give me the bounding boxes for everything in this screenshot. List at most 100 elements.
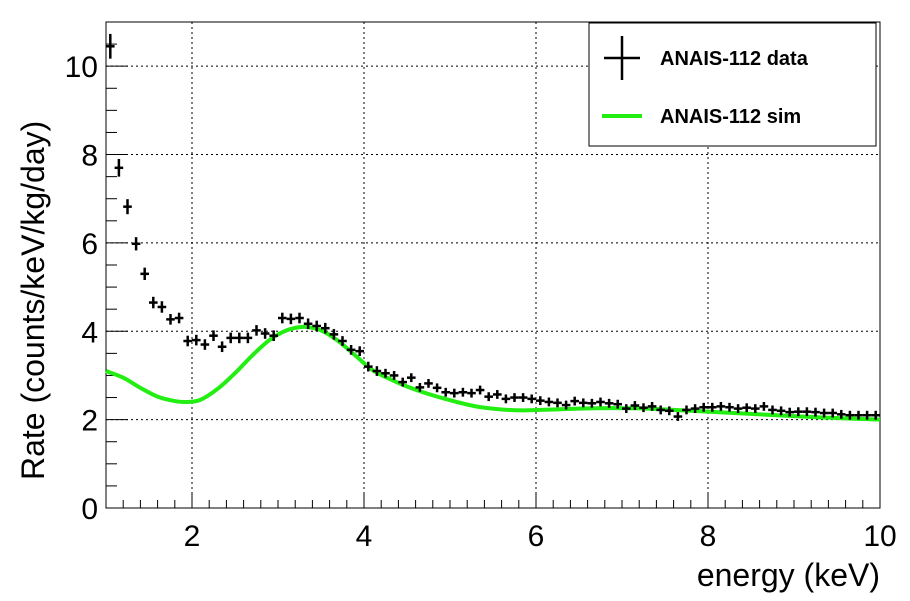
data-point [776, 406, 786, 416]
data-point [819, 408, 829, 418]
data-point [733, 404, 743, 414]
data-point [785, 407, 794, 417]
y-tick-label: 2 [81, 405, 98, 438]
data-point [794, 407, 803, 417]
data-point [493, 390, 502, 399]
legend-box [588, 22, 877, 147]
data-point [742, 403, 751, 413]
x-tick-label: 4 [356, 520, 373, 553]
data-point [768, 405, 777, 415]
data-point [329, 329, 339, 340]
data-point [114, 158, 124, 177]
data-point [295, 312, 304, 324]
data-point [596, 397, 605, 407]
data-point [828, 408, 837, 418]
data-point [140, 267, 149, 281]
data-point [811, 407, 820, 417]
y-tick-label: 6 [81, 228, 98, 261]
data-point [501, 394, 511, 404]
data-point [862, 410, 872, 420]
data-point [510, 393, 519, 402]
x-tick-label: 6 [528, 520, 545, 553]
data-point [759, 401, 769, 411]
data-point [441, 387, 450, 397]
data-point [665, 406, 674, 416]
data-point [622, 404, 631, 414]
data-point [553, 398, 562, 408]
x-tick-label: 10 [863, 520, 896, 553]
data-point [286, 313, 296, 325]
data-point [802, 407, 812, 417]
data-point [278, 312, 287, 324]
x-axis-title: energy (keV) [697, 557, 880, 593]
data-point [579, 398, 588, 408]
data-point [630, 401, 640, 410]
data-point [656, 405, 665, 415]
data-point [174, 312, 184, 324]
data-point [458, 387, 468, 397]
data-point [157, 301, 167, 313]
data-point [381, 368, 390, 378]
data-point [166, 314, 175, 325]
data-point [751, 404, 760, 414]
data-point [432, 383, 442, 393]
data-point [123, 199, 132, 215]
data-point [647, 401, 657, 411]
data-point [235, 332, 244, 344]
data-point [415, 382, 425, 392]
data-point [467, 388, 476, 398]
y-tick-label: 0 [81, 493, 98, 526]
y-tick-label: 4 [81, 316, 98, 349]
data-point [131, 237, 141, 251]
y-tick-label: 8 [81, 140, 98, 173]
data-point [355, 346, 364, 357]
data-point [149, 296, 158, 309]
data-point [364, 361, 373, 372]
data-point [544, 397, 554, 407]
data-point [475, 385, 485, 395]
data-point [407, 373, 416, 383]
data-point [561, 400, 571, 410]
y-axis-title: Rate (counts/keV/kg/day) [15, 121, 51, 480]
axes [105, 21, 881, 509]
data-point [200, 339, 210, 350]
data-point [389, 371, 399, 380]
data-point [226, 332, 235, 344]
data-point [192, 334, 201, 346]
data-point [398, 377, 407, 387]
data-point [321, 322, 330, 334]
data-point [260, 328, 270, 339]
data-point [312, 320, 321, 332]
x-tick-label: 8 [700, 520, 717, 553]
data-point [845, 410, 855, 420]
data-point [518, 393, 528, 402]
data-point [837, 409, 846, 419]
legend-sim-label: ANAIS-112 sim [660, 106, 801, 128]
data-point [527, 394, 536, 404]
data-point [338, 336, 347, 346]
data-point [424, 378, 433, 388]
data-point [854, 410, 863, 420]
data-point [690, 404, 700, 414]
data-point [243, 332, 253, 344]
data-point [587, 398, 597, 408]
data-point [673, 412, 683, 421]
y-tick-label: 10 [65, 51, 98, 84]
data-point [269, 330, 278, 341]
data-point [209, 330, 218, 341]
data-point [536, 396, 545, 406]
data-point [252, 325, 261, 336]
data-point [682, 405, 691, 415]
data-point [450, 388, 459, 398]
data-point [106, 33, 115, 59]
data-point [613, 399, 622, 409]
data-point [183, 335, 192, 347]
data-point [217, 341, 227, 353]
data-series [106, 33, 880, 421]
tick-labels: 2 4 6 8 10 0 2 4 6 8 10 [65, 51, 897, 553]
data-point [604, 398, 614, 408]
data-point [639, 403, 648, 413]
data-point [570, 396, 579, 406]
data-point [725, 402, 734, 412]
